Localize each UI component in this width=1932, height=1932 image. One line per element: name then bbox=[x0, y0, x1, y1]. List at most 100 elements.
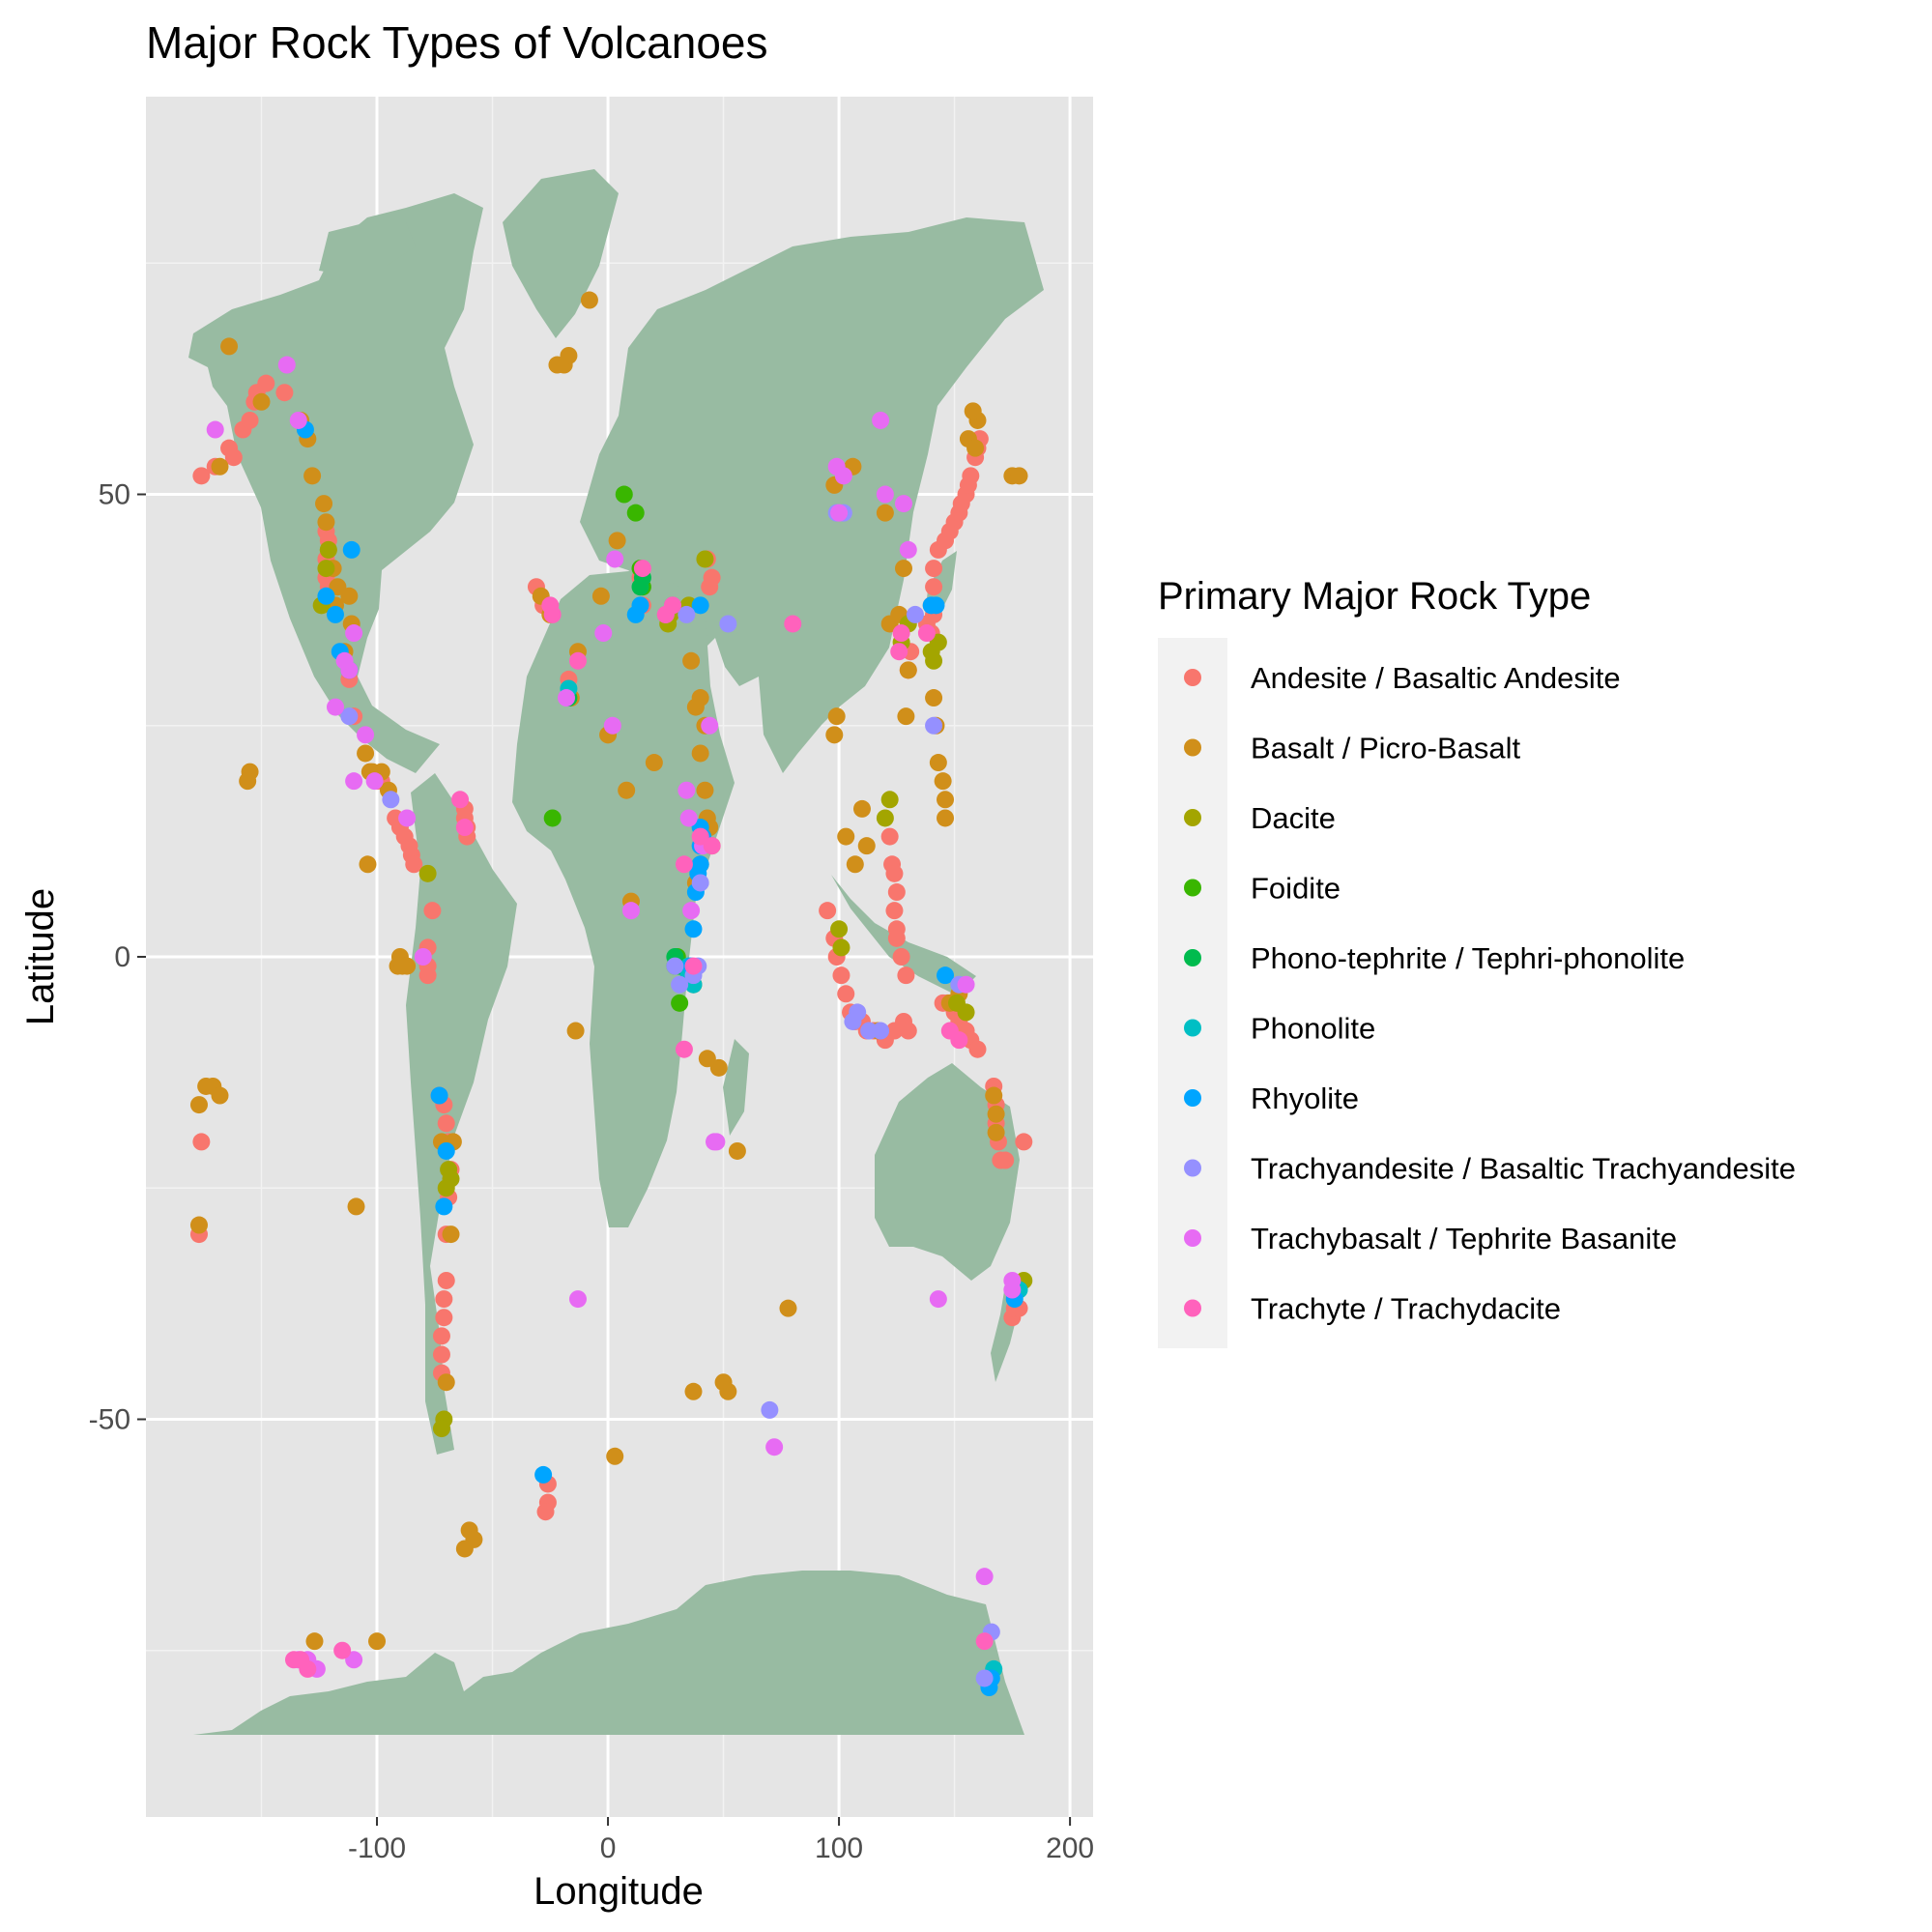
volcano-point-andesite-basaltic-andesite bbox=[224, 448, 243, 467]
volcano-point-dacite bbox=[317, 560, 335, 578]
volcano-point-basalt-picro-basalt bbox=[719, 1382, 737, 1400]
volcano-point-basalt-picro-basalt bbox=[899, 661, 917, 679]
volcano-point-rhyolite bbox=[937, 966, 955, 985]
volcano-point-basalt-picro-basalt bbox=[329, 578, 347, 596]
volcano-point-rhyolite bbox=[327, 605, 344, 623]
volcano-point-basalt-picro-basalt bbox=[966, 439, 985, 457]
legend-label: Andesite / Basaltic Andesite bbox=[1251, 661, 1621, 695]
volcano-point-trachyte-trachydacite bbox=[784, 615, 802, 633]
volcano-point-trachybasalt-tephrite-basanite bbox=[594, 624, 613, 643]
volcano-point-trachybasalt-tephrite-basanite bbox=[335, 651, 354, 670]
volcano-point-trachyandesite-basaltic-trachyandesite bbox=[719, 615, 737, 633]
volcano-point-basalt-picro-basalt bbox=[691, 744, 709, 763]
volcano-point-basalt-picro-basalt bbox=[368, 1632, 387, 1651]
volcano-point-trachyte-trachydacite bbox=[675, 855, 693, 874]
volcano-point-basalt-picro-basalt bbox=[937, 809, 955, 827]
volcano-point-trachyte-trachydacite bbox=[703, 837, 721, 855]
legend-label: Trachyte / Trachydacite bbox=[1251, 1292, 1561, 1326]
volcano-point-trachybasalt-tephrite-basanite bbox=[929, 1290, 947, 1309]
volcano-point-basalt-picro-basalt bbox=[897, 707, 915, 726]
volcano-point-trachybasalt-tephrite-basanite bbox=[682, 902, 701, 920]
volcano-point-trachybasalt-tephrite-basanite bbox=[357, 726, 375, 744]
land-north-america bbox=[188, 193, 483, 773]
y-tick-label: -50 bbox=[89, 1403, 130, 1435]
volcano-point-trachybasalt-tephrite-basanite bbox=[701, 716, 719, 735]
volcano-point-trachybasalt-tephrite-basanite bbox=[558, 689, 576, 707]
volcano-point-basalt-picro-basalt bbox=[827, 707, 846, 726]
volcano-point-andesite-basaltic-andesite bbox=[925, 578, 943, 596]
legend-key bbox=[1184, 1229, 1201, 1247]
volcano-point-trachybasalt-tephrite-basanite bbox=[345, 624, 363, 643]
volcano-point-andesite-basaltic-andesite bbox=[192, 1133, 211, 1151]
volcano-point-basalt-picro-basalt bbox=[779, 1299, 797, 1317]
volcano-point-basalt-picro-basalt bbox=[608, 532, 626, 550]
volcano-point-trachybasalt-tephrite-basanite bbox=[345, 772, 363, 791]
volcano-point-basalt-picro-basalt bbox=[985, 1086, 1003, 1105]
legend-key bbox=[1184, 1299, 1201, 1317]
legend-label: Rhyolite bbox=[1251, 1081, 1359, 1115]
legend-label: Trachyandesite / Basaltic Trachyandesite bbox=[1251, 1152, 1796, 1186]
legend-label: Dacite bbox=[1251, 801, 1336, 835]
volcano-point-trachyandesite-basaltic-trachyandesite bbox=[382, 791, 400, 809]
volcano-point-trachyandesite-basaltic-trachyandesite bbox=[975, 1669, 994, 1687]
volcano-point-andesite-basaltic-andesite bbox=[192, 467, 211, 485]
volcano-point-trachybasalt-tephrite-basanite bbox=[895, 495, 912, 513]
legend-label: Phono-tephrite / Tephri-phonolite bbox=[1251, 941, 1685, 975]
volcano-point-trachyte-trachydacite bbox=[975, 1632, 994, 1651]
volcano-point-trachybasalt-tephrite-basanite bbox=[1003, 1271, 1022, 1289]
volcano-point-dacite bbox=[957, 1003, 975, 1022]
volcano-point-andesite-basaltic-andesite bbox=[435, 1309, 453, 1327]
volcano-point-andesite-basaltic-andesite bbox=[968, 1040, 987, 1058]
x-tick-label: 0 bbox=[600, 1832, 617, 1864]
volcano-point-foidite bbox=[626, 504, 645, 522]
volcano-point-basalt-picro-basalt bbox=[340, 587, 359, 605]
volcano-point-andesite-basaltic-andesite bbox=[887, 929, 906, 947]
volcano-point-basalt-picro-basalt bbox=[455, 1540, 474, 1558]
volcano-point-basalt-picro-basalt bbox=[929, 754, 947, 772]
legend-items: Andesite / Basaltic Andesite Basalt / Pic… bbox=[1158, 638, 1796, 1348]
volcano-point-basalt-picro-basalt bbox=[618, 781, 636, 799]
volcano-point-rhyolite bbox=[430, 1086, 448, 1105]
volcano-point-trachyte-trachydacite bbox=[633, 560, 651, 578]
volcano-point-trachyte-trachydacite bbox=[543, 605, 562, 623]
volcano-point-trachyandesite-basaltic-trachyandesite bbox=[340, 707, 359, 726]
volcano-point-basalt-picro-basalt bbox=[987, 1123, 1005, 1141]
volcano-point-trachyte-trachydacite bbox=[684, 957, 703, 975]
volcano-point-trachybasalt-tephrite-basanite bbox=[678, 781, 696, 799]
volcano-point-trachybasalt-tephrite-basanite bbox=[345, 1651, 363, 1669]
volcano-point-trachyandesite-basaltic-trachyandesite bbox=[666, 957, 684, 975]
volcano-point-basalt-picro-basalt bbox=[437, 1373, 455, 1392]
volcano-point-basalt-picro-basalt bbox=[925, 689, 943, 707]
legend-key bbox=[1184, 1089, 1201, 1107]
volcano-point-basalt-picro-basalt bbox=[580, 291, 598, 309]
axis-tick-marks bbox=[137, 493, 1072, 1826]
legend-title: Primary Major Rock Type bbox=[1158, 575, 1591, 618]
volcano-point-basalt-picro-basalt bbox=[591, 587, 610, 605]
volcano-point-dacite bbox=[432, 1420, 450, 1438]
volcano-point-andesite-basaltic-andesite bbox=[703, 568, 721, 587]
legend: Primary Major Rock Type Andesite / Basal… bbox=[1158, 575, 1796, 1348]
legend-key bbox=[1184, 949, 1201, 966]
volcano-point-rhyolite bbox=[691, 855, 709, 874]
volcano-point-trachyte-trachydacite bbox=[568, 651, 587, 670]
volcano-point-phono-tephrite-tephri-phonolite bbox=[631, 578, 649, 596]
volcano-point-trachyandesite-basaltic-trachyandesite bbox=[925, 716, 943, 735]
volcano-point-trachyte-trachydacite bbox=[892, 624, 910, 643]
volcano-point-trachyandesite-basaltic-trachyandesite bbox=[761, 1400, 779, 1419]
volcano-point-trachybasalt-tephrite-basanite bbox=[876, 485, 894, 504]
volcano-point-trachyte-trachydacite bbox=[333, 1641, 352, 1659]
volcano-point-basalt-picro-basalt bbox=[964, 402, 982, 420]
volcano-point-basalt-picro-basalt bbox=[220, 337, 239, 356]
volcano-point-basalt-picro-basalt bbox=[252, 392, 271, 411]
volcano-point-rhyolite bbox=[342, 540, 360, 559]
x-axis-ticks: -100 0 100 200 bbox=[348, 1832, 1094, 1864]
volcano-point-dacite bbox=[880, 791, 899, 809]
volcano-point-trachybasalt-tephrite-basanite bbox=[707, 1133, 726, 1151]
volcano-point-trachyte-trachydacite bbox=[663, 596, 681, 615]
x-tick-label: 100 bbox=[815, 1832, 863, 1864]
volcano-point-andesite-basaltic-andesite bbox=[887, 883, 906, 902]
volcano-point-basalt-picro-basalt bbox=[606, 1447, 624, 1465]
volcano-point-trachybasalt-tephrite-basanite bbox=[899, 540, 917, 559]
volcano-point-dacite bbox=[925, 651, 943, 670]
volcano-point-basalt-picro-basalt bbox=[846, 855, 864, 874]
